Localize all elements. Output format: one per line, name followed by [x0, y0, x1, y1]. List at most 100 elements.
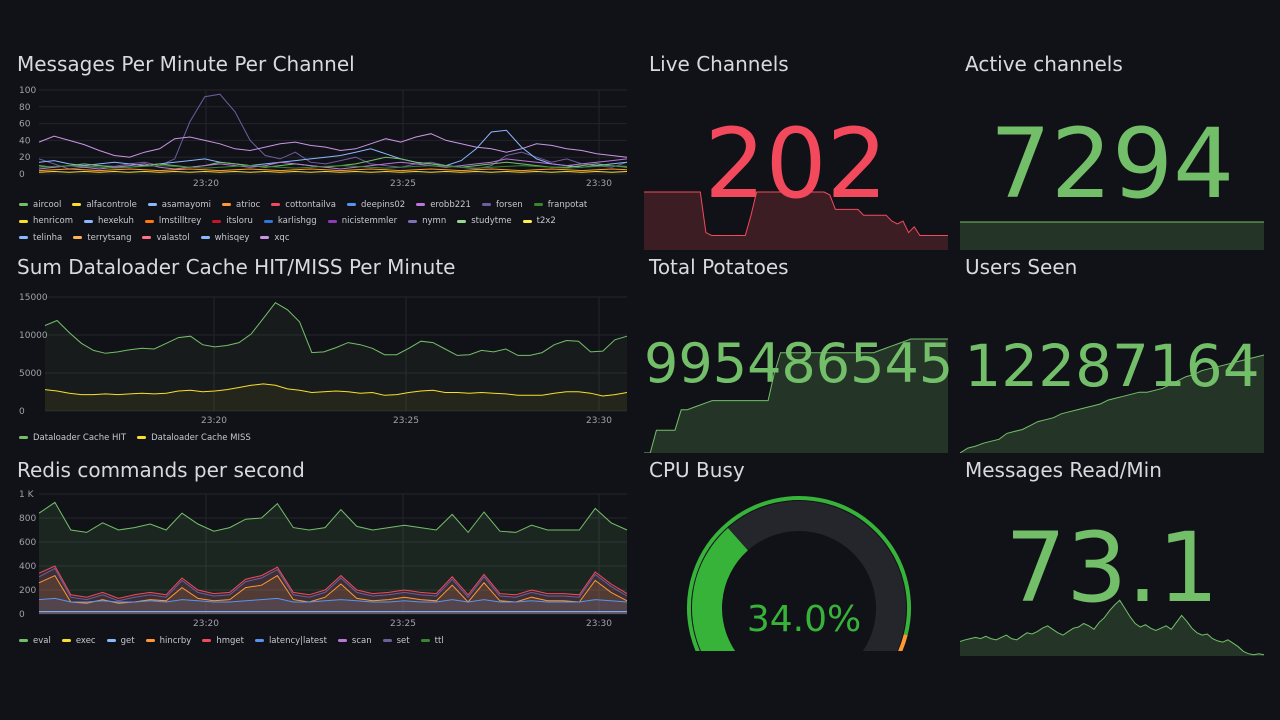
series-line	[38, 133, 628, 158]
legend-item[interactable]: cottontailva	[271, 197, 336, 213]
gauge-threshold-arc	[687, 496, 911, 651]
series-area	[39, 502, 627, 614]
legend-item[interactable]: eval	[19, 633, 51, 649]
legend-label: nicistemmler	[341, 216, 398, 226]
legend-item[interactable]: terrytsang	[73, 230, 131, 246]
panel-title: Users Seen	[965, 255, 1078, 279]
messages-read-sparkline	[960, 599, 1264, 656]
legend-label: valastol	[156, 232, 190, 243]
legend-item[interactable]: hmget	[202, 633, 244, 649]
redis-commands-panel[interactable]: Redis commands per second 0 200 400 600 800 1…	[17, 458, 629, 653]
redis-commands-legend: eval exec get hincrby hmget latency|latest sca…	[19, 632, 619, 649]
y-tick-label: 20	[19, 153, 31, 163]
legend-label: scan	[351, 635, 372, 646]
messages-read-panel[interactable]: Messages Read/Min 73.1	[960, 458, 1264, 656]
sparkline-line	[960, 599, 1264, 656]
messages-per-minute-panel[interactable]: Messages Per Minute Per Channel 0 20 40 60 8…	[17, 52, 629, 247]
redis-commands-chart[interactable]: 0 200 400 600 800 1 K 23:20 23:25 23:30	[17, 488, 629, 632]
x-tick-label: 23:25	[393, 416, 419, 426]
dataloader-cache-panel[interactable]: Sum Dataloader Cache HIT/MISS Per Minute…	[17, 255, 629, 450]
y-tick-label: 800	[19, 514, 36, 524]
series-line	[38, 501, 628, 534]
legend-label: set	[396, 635, 410, 646]
legend-swatch	[19, 436, 28, 439]
legend-item[interactable]: studytme	[457, 213, 512, 229]
y-tick-label: 1 K	[19, 490, 35, 500]
users-seen-panel[interactable]: Users Seen 12287164	[960, 255, 1264, 453]
legend-label: t2x2	[536, 216, 556, 226]
legend-item[interactable]: hexekuh	[84, 213, 134, 229]
legend-swatch	[202, 639, 212, 642]
active-channels-panel[interactable]: Active channels 7294	[960, 52, 1264, 250]
legend-item[interactable]: ttl	[420, 633, 444, 649]
legend-swatch	[533, 203, 543, 206]
legend-label: nymn	[422, 216, 447, 226]
dataloader-cache-chart[interactable]: 0 5000 10000 15000 23:20 23:25 23:30	[17, 291, 629, 431]
legend-item[interactable]: Dataloader Cache MISS	[137, 430, 251, 446]
legend-item[interactable]: alfacontrole	[72, 197, 137, 213]
legend-item[interactable]: whisqey	[200, 230, 249, 246]
legend-item[interactable]: valastol	[142, 230, 190, 246]
y-tick-label: 0	[19, 610, 25, 620]
legend-label: franpotat	[547, 199, 588, 210]
legend-label: deepins02	[360, 199, 406, 210]
legend-swatch	[147, 203, 157, 206]
legend-label: atrioc	[236, 199, 261, 210]
messages-per-minute-chart[interactable]: 0 20 40 60 80 100 23:20 23:25 23:30	[17, 84, 629, 190]
legend-item[interactable]: henricom	[19, 213, 73, 229]
legend-item[interactable]: xqc	[260, 230, 290, 246]
sparkline-area	[960, 600, 1264, 656]
legend-swatch	[84, 219, 94, 223]
live-channels-panel[interactable]: Live Channels 202	[644, 52, 948, 250]
legend-item[interactable]: set	[382, 633, 410, 649]
legend-item[interactable]: atrioc	[222, 197, 260, 213]
legend-item[interactable]: itsloru	[212, 213, 253, 229]
legend-item[interactable]: latency|latest	[254, 633, 327, 649]
legend-item[interactable]: asamayomi	[147, 197, 211, 213]
users-seen-value: 12287164	[964, 332, 1260, 400]
legend-swatch	[420, 639, 430, 642]
legend-item[interactable]: t2x2	[522, 213, 556, 229]
legend-item[interactable]: franpotat	[533, 197, 588, 213]
series-line	[38, 158, 628, 170]
legend-item[interactable]: scan	[337, 633, 372, 649]
legend-label: lmstilltrey	[158, 216, 202, 226]
legend-label: xqc	[274, 232, 290, 243]
legend-item[interactable]: erobb221	[416, 197, 471, 213]
x-tick-label: 23:25	[390, 179, 416, 189]
legend-label: hexekuh	[98, 216, 134, 226]
legend-label: exec	[75, 635, 96, 646]
cpu-busy-value: 34.0%	[746, 599, 862, 640]
legend-item[interactable]: get	[106, 633, 135, 649]
legend-swatch	[337, 639, 347, 642]
legend-label: aircool	[33, 199, 62, 210]
legend-item[interactable]: nymn	[408, 213, 446, 229]
sparkline-area	[644, 339, 948, 453]
legend-swatch	[19, 203, 28, 206]
cpu-busy-panel[interactable]: CPU Busy 34.0%	[644, 458, 948, 656]
legend-swatch	[416, 203, 426, 206]
series-line	[38, 597, 628, 603]
y-tick-label: 0	[19, 407, 25, 417]
legend-item[interactable]: forsen	[481, 197, 523, 213]
legend-item[interactable]: aircool	[19, 197, 61, 213]
live-channels-value: 202	[704, 108, 888, 220]
y-tick-label: 15000	[19, 293, 48, 303]
legend-swatch	[382, 639, 392, 642]
legend-item[interactable]: lmstilltrey	[144, 213, 202, 229]
legend-label: hincrby	[159, 635, 192, 646]
legend-swatch	[144, 219, 154, 223]
legend-item[interactable]: telinha	[19, 230, 62, 246]
legend-item[interactable]: deepins02	[346, 197, 406, 213]
y-tick-label: 60	[19, 120, 31, 130]
legend-item[interactable]: Dataloader Cache HIT	[19, 430, 126, 446]
dataloader-cache-legend: Dataloader Cache HIT Dataloader Cache MIS…	[19, 429, 619, 446]
legend-item[interactable]: karlishgg	[263, 213, 317, 229]
legend-item[interactable]: hincrby	[145, 633, 192, 649]
messages-read-value: 73.1	[1005, 512, 1219, 624]
legend-item[interactable]: exec	[61, 633, 96, 649]
total-potatoes-panel[interactable]: Total Potatoes 995486545	[644, 255, 953, 453]
legend-swatch	[106, 639, 116, 642]
legend-swatch	[19, 639, 28, 642]
legend-item[interactable]: nicistemmler	[327, 213, 398, 229]
